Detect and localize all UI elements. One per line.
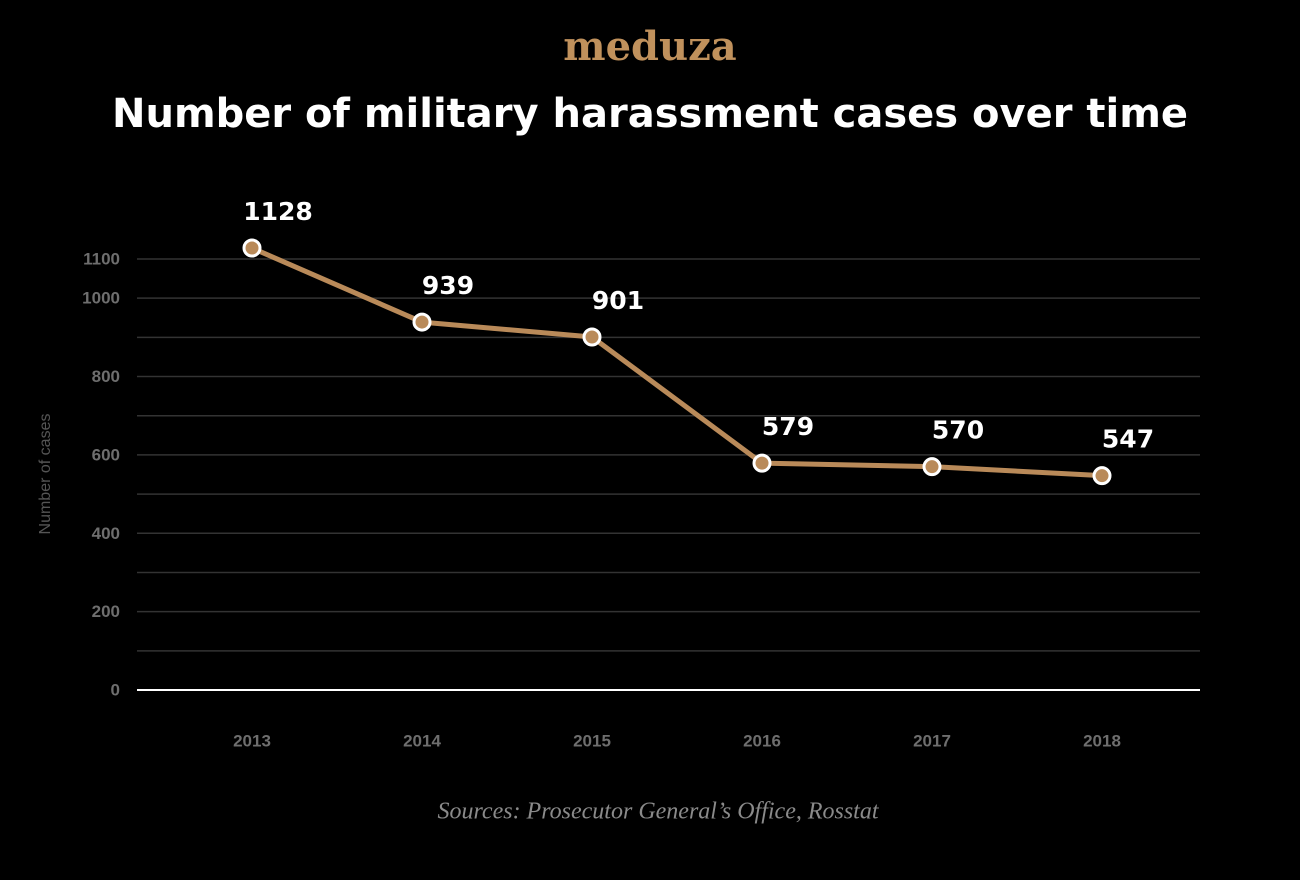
- data-label: 579: [762, 412, 814, 441]
- source: Sources: Prosecutor General’s Office, Ro…: [437, 799, 879, 825]
- y-tick-label: 600: [92, 445, 120, 464]
- x-tick-label: 2017: [913, 731, 951, 750]
- point: [752, 453, 772, 473]
- data-label: 570: [932, 416, 984, 445]
- data-label: 1128: [243, 197, 313, 226]
- data-label: 547: [1102, 425, 1154, 454]
- data-label: 901: [592, 286, 644, 315]
- chart-title: Number of military harassment cases over…: [112, 91, 1188, 137]
- point: [1092, 466, 1112, 486]
- x-tick-label: 2016: [743, 731, 781, 750]
- point: [412, 312, 432, 332]
- x-tick-label: 2014: [403, 731, 441, 750]
- point: [582, 327, 602, 347]
- x-tick-label: 2013: [233, 731, 271, 750]
- y-tick-label: 800: [92, 367, 120, 386]
- x-tick-label: 2015: [573, 731, 611, 750]
- y-axis-label: Number of cases: [37, 414, 54, 535]
- point: [922, 457, 942, 477]
- line: [251, 245, 1103, 479]
- brand-logo: meduza: [563, 23, 736, 70]
- y-tick-label: 1000: [82, 289, 120, 308]
- y-tick-label: 1100: [83, 249, 120, 268]
- y-tick-label: 200: [92, 602, 120, 621]
- y-tick-label: 400: [92, 524, 120, 543]
- data-label: 939: [422, 271, 474, 300]
- y-tick-label: 0: [111, 680, 120, 699]
- point: [242, 238, 262, 258]
- x-tick-label: 2018: [1083, 731, 1121, 750]
